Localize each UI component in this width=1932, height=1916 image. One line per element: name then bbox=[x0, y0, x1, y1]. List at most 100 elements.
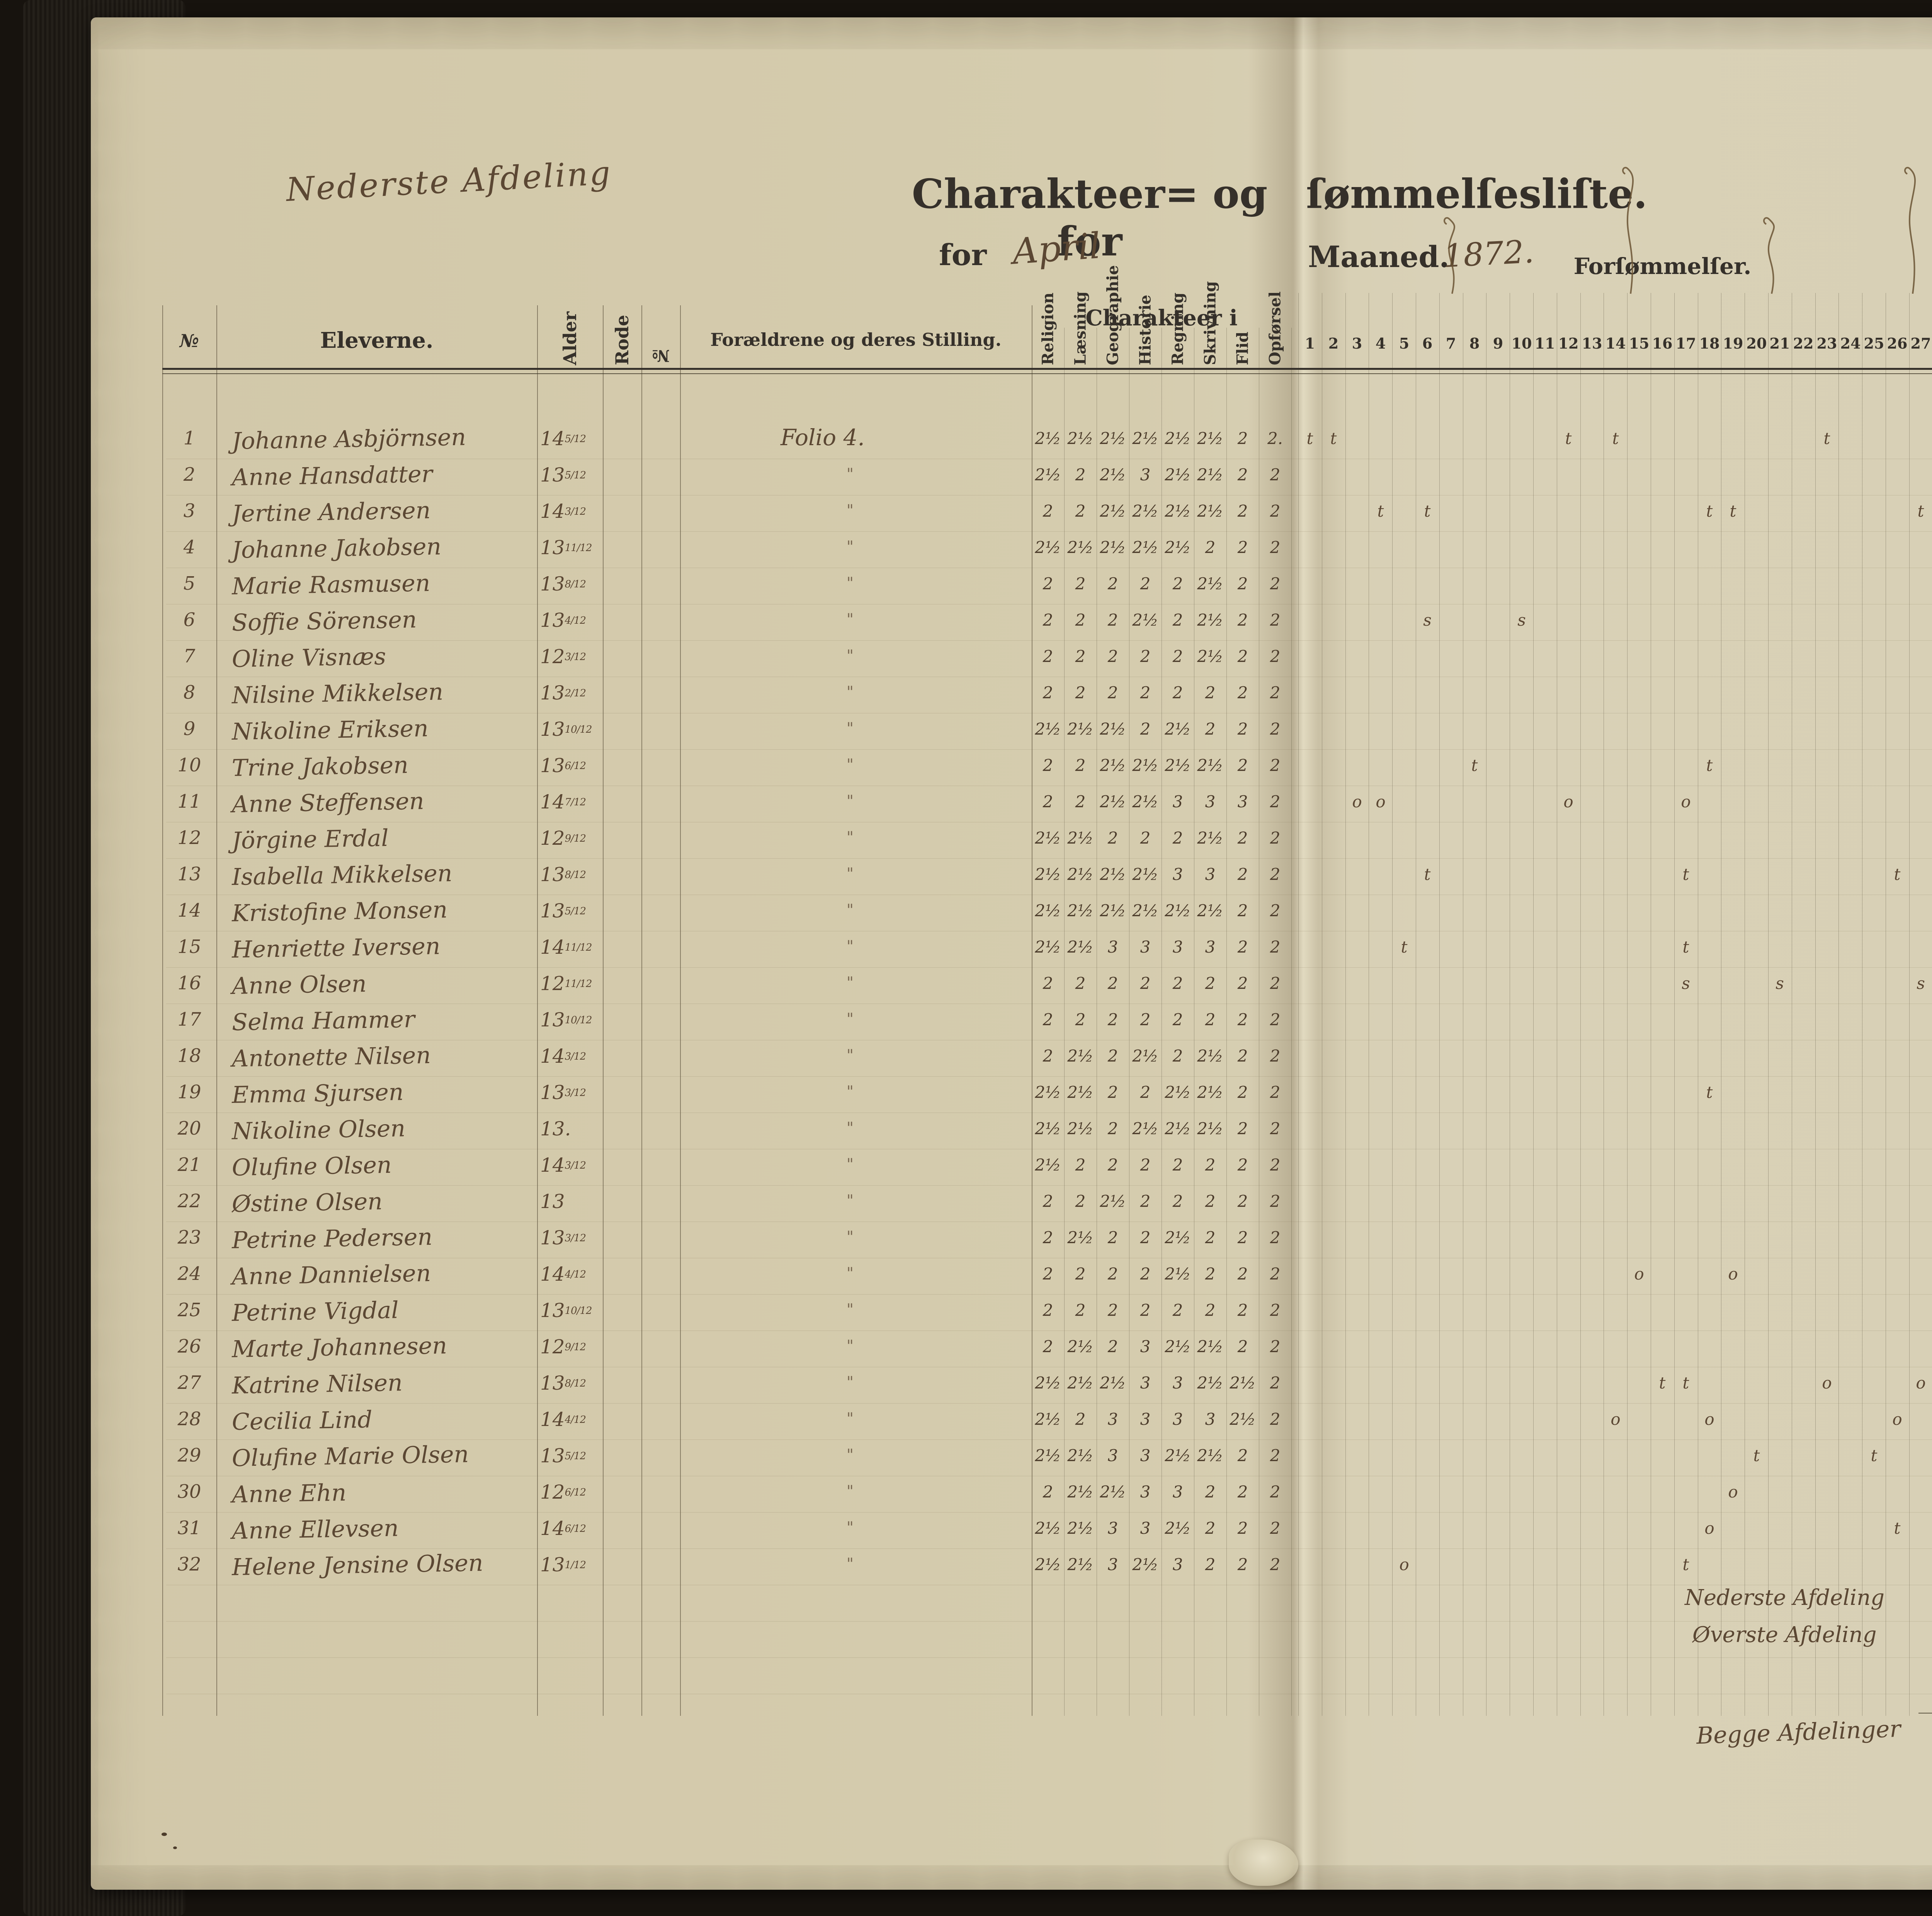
grade-value: 2 bbox=[1107, 574, 1118, 593]
grade-value: 2½ bbox=[1165, 538, 1191, 557]
grade-value: 2 bbox=[1237, 538, 1248, 557]
subject-header-historie: Historie bbox=[1136, 294, 1155, 365]
grade-value: 2½ bbox=[1197, 574, 1223, 593]
grade-value: 2 bbox=[1140, 1301, 1151, 1320]
grade-value: 2 bbox=[1237, 1446, 1248, 1465]
grade-value: 2 bbox=[1043, 647, 1053, 666]
grade-value: 2 bbox=[1270, 1555, 1281, 1574]
grade-value: 2 bbox=[1172, 611, 1183, 630]
row-guide-line bbox=[166, 749, 1932, 750]
age-years: 13 bbox=[540, 609, 565, 631]
parent-ditto-mark: " bbox=[846, 1264, 854, 1282]
grade-value: 3 bbox=[1205, 1410, 1216, 1429]
grade-value: 2 bbox=[1237, 647, 1248, 666]
day-number: 10 bbox=[1511, 335, 1532, 352]
grade-value: 2½ bbox=[1165, 502, 1191, 521]
grade-value: 2 bbox=[1270, 1192, 1281, 1211]
grade-value: 2½ bbox=[1067, 865, 1094, 884]
student-name: Anne Olsen bbox=[231, 970, 367, 1000]
day-number: 12 bbox=[1558, 335, 1579, 352]
holiday-scribble bbox=[1904, 167, 1916, 294]
row-number: 4 bbox=[183, 536, 196, 558]
foraeldrene-header: Forældrene og deres Stilling. bbox=[710, 329, 1002, 350]
age-years: 14 bbox=[540, 1517, 565, 1540]
day-number: 22 bbox=[1793, 335, 1814, 352]
age-years: 13 bbox=[540, 682, 565, 704]
grade-value: 2 bbox=[1140, 647, 1151, 666]
grade-value: 2½ bbox=[1067, 1519, 1094, 1538]
grade-value: 2½ bbox=[1100, 1482, 1126, 1501]
parent-ditto-mark: " bbox=[846, 938, 854, 955]
grade-value: 2 bbox=[1270, 1446, 1281, 1465]
student-name: Johanne Asbjörnsen bbox=[231, 424, 466, 455]
grade-value: 2 bbox=[1270, 1337, 1281, 1356]
subject-header-skrivning: Skrivning bbox=[1201, 281, 1219, 365]
grade-value: 2 bbox=[1172, 1192, 1183, 1211]
day-column-rule bbox=[1345, 293, 1346, 1716]
grade-value: 2½ bbox=[1067, 1046, 1094, 1065]
grade-value: 2 bbox=[1270, 647, 1281, 666]
day-number: 6 bbox=[1422, 335, 1433, 352]
grade-value: 2½ bbox=[1100, 465, 1126, 484]
grade-value: 2. bbox=[1267, 429, 1283, 448]
grade-value: 2 bbox=[1237, 502, 1248, 521]
grade-value: 2½ bbox=[1132, 865, 1158, 884]
grade-value: 2 bbox=[1172, 1046, 1183, 1065]
grade-value: 2½ bbox=[1035, 938, 1061, 956]
grade-value: 2 bbox=[1270, 1373, 1281, 1392]
grade-value: 2½ bbox=[1165, 1119, 1191, 1138]
rode-header: Rode bbox=[612, 315, 633, 365]
grade-value: 3 bbox=[1107, 1555, 1118, 1574]
day-column-rule bbox=[1838, 293, 1839, 1716]
grade-value: 2½ bbox=[1165, 429, 1191, 448]
grade-value: 2½ bbox=[1067, 938, 1094, 956]
grade-value: 2 bbox=[1043, 1228, 1053, 1247]
paper-tear bbox=[1229, 1839, 1298, 1886]
age-years: 12 bbox=[540, 645, 565, 668]
grade-value: 2 bbox=[1075, 465, 1086, 484]
age-years: 14 bbox=[540, 427, 565, 450]
age-fraction: 7/12 bbox=[565, 796, 586, 808]
student-age: 136/12 bbox=[540, 754, 606, 777]
student-name: Anne Ehn bbox=[231, 1479, 347, 1508]
grade-value: 2 bbox=[1107, 974, 1118, 993]
parent-ditto-mark: " bbox=[846, 1228, 854, 1246]
row-number: 20 bbox=[177, 1118, 201, 1139]
grade-column-rule bbox=[1226, 328, 1227, 1716]
grade-value: 2 bbox=[1107, 1228, 1118, 1247]
grade-value: 2 bbox=[1140, 683, 1151, 702]
grade-value: 2 bbox=[1237, 756, 1248, 775]
age-years: 13 bbox=[540, 1081, 565, 1104]
grade-value: 2 bbox=[1043, 974, 1053, 993]
grade-value: 2½ bbox=[1197, 1046, 1223, 1065]
grade-value: 2 bbox=[1270, 901, 1281, 920]
grade-value: 2½ bbox=[1100, 502, 1126, 521]
row-number: 31 bbox=[177, 1517, 201, 1539]
age-years: 13 bbox=[540, 718, 565, 740]
student-age: 134/12 bbox=[540, 609, 606, 631]
day-number: 8 bbox=[1469, 335, 1480, 352]
age-years: 14 bbox=[540, 1408, 565, 1431]
absence-mark: t bbox=[1823, 429, 1830, 448]
age-fraction: 6/12 bbox=[565, 1523, 586, 1535]
age-years: 14 bbox=[540, 791, 565, 813]
grade-value: 2 bbox=[1270, 1083, 1281, 1102]
grade-value: 2 bbox=[1270, 1482, 1281, 1501]
grade-value: 2 bbox=[1205, 1264, 1216, 1283]
grade-value: 2 bbox=[1107, 1264, 1118, 1283]
row-number: 2 bbox=[183, 464, 196, 485]
row-number: 15 bbox=[177, 936, 201, 958]
grade-value: 2½ bbox=[1067, 720, 1094, 738]
absence-mark: t bbox=[1659, 1373, 1666, 1392]
grade-value: 2 bbox=[1205, 683, 1216, 702]
day-number: 17 bbox=[1675, 335, 1696, 352]
student-name: Jörgine Erdal bbox=[231, 824, 389, 854]
grade-value: 2 bbox=[1237, 829, 1248, 847]
grand-sum-rule bbox=[1918, 1713, 1932, 1714]
age-years: 13. bbox=[540, 1118, 571, 1140]
grade-value: 3 bbox=[1172, 1373, 1183, 1392]
row-guide-line bbox=[166, 1403, 1932, 1404]
grade-value: 3 bbox=[1205, 938, 1216, 956]
grade-value: 2 bbox=[1205, 1010, 1216, 1029]
grade-value: 2 bbox=[1075, 756, 1086, 775]
